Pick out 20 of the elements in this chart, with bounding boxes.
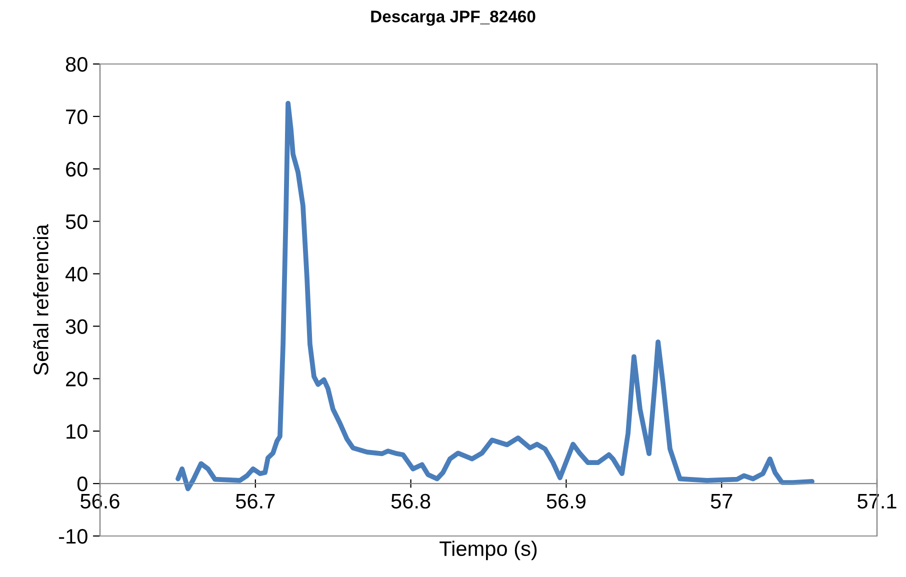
x-tick-label: 56.6 <box>80 494 120 509</box>
y-tick-label: 40 <box>66 266 88 282</box>
y-axis-title: Señal referencia <box>33 224 48 375</box>
y-tick-label: 50 <box>66 214 88 230</box>
chart-title: Descarga JPF_82460 <box>371 10 536 26</box>
y-tick-label: 70 <box>66 109 88 124</box>
x-axis-title: Tiempo (s) <box>440 540 537 560</box>
x-tick-label: 57 <box>710 494 732 509</box>
y-tick-label: 20 <box>66 372 88 386</box>
y-tick-label: -10 <box>59 529 88 544</box>
x-tick-label: 56.8 <box>391 494 430 509</box>
line-series <box>176 100 814 492</box>
y-tick-label: 0 <box>77 476 88 492</box>
x-tick-label: 56.7 <box>236 494 275 509</box>
x-tick-label: 57.1 <box>858 494 896 509</box>
x-tick-label: 56.9 <box>546 494 586 509</box>
y-tick-label: 30 <box>66 319 88 334</box>
y-tick-label: 80 <box>66 57 88 72</box>
y-tick-label: 10 <box>66 424 88 439</box>
y-tick-label: 60 <box>66 162 88 177</box>
